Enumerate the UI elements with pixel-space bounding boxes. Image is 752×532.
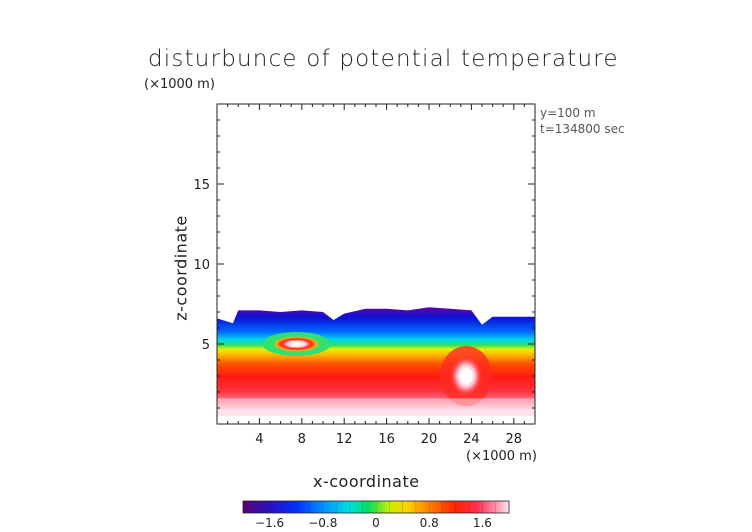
annotation-y: y=100 m bbox=[540, 106, 596, 120]
y-tick-label-1: 10 bbox=[193, 258, 210, 273]
colorbar-tick-label-3: 0.8 bbox=[420, 516, 439, 530]
warm-bubble-core bbox=[450, 356, 483, 396]
colorbar: −1.6 −0.8 0 0.8 1.6 bbox=[242, 500, 510, 530]
chart-title: disturbunce of potential temperature bbox=[148, 46, 619, 72]
x-tick-label-5: 24 bbox=[463, 432, 480, 447]
bottom-fringe bbox=[217, 398, 535, 416]
x-tick-label-2: 12 bbox=[336, 432, 353, 447]
contour-field bbox=[217, 307, 535, 416]
colorbar-tick-label-0: −1.6 bbox=[255, 516, 284, 530]
x-tick-label-1: 8 bbox=[298, 432, 306, 447]
colorbar-bar bbox=[242, 500, 510, 514]
layer-gradient bbox=[217, 307, 535, 410]
x-axis-label: x-coordinate bbox=[313, 472, 420, 491]
x-tick-label-6: 28 bbox=[506, 432, 523, 447]
x-tick-label-4: 20 bbox=[421, 432, 438, 447]
colorbar-tick-label-1: −0.8 bbox=[308, 516, 337, 530]
y-tick-label-0: 5 bbox=[202, 338, 210, 353]
axis-ticks: 4 8 12 16 20 24 28 5 10 15 bbox=[193, 104, 535, 447]
z-scale-note: (×1000 m) bbox=[144, 77, 215, 92]
x-scale-note: (×1000 m) bbox=[466, 449, 537, 464]
annotation-time: t=134800 sec bbox=[540, 122, 625, 136]
colorbar-tick-label-2: 0 bbox=[372, 516, 380, 530]
colorbar-tick-label-4: 1.6 bbox=[473, 516, 492, 530]
anomaly-layer bbox=[217, 307, 535, 416]
cold-pocket-core bbox=[272, 336, 321, 352]
x-tick-label-0: 4 bbox=[255, 432, 263, 447]
x-tick-label-3: 16 bbox=[378, 432, 395, 447]
y-tick-label-2: 15 bbox=[193, 178, 210, 193]
